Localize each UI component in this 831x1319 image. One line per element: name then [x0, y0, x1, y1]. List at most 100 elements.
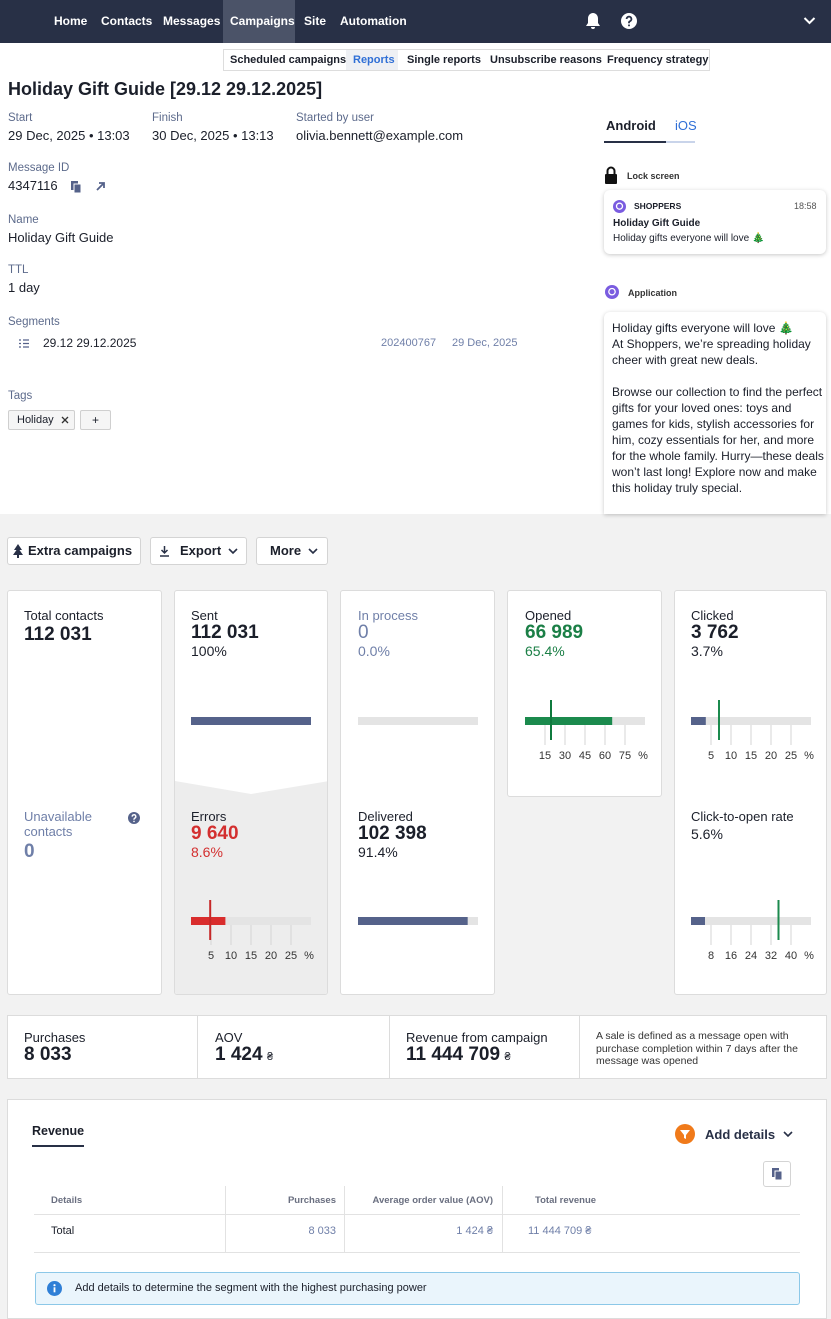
- field-label: TTL: [8, 264, 29, 276]
- col-line: [344, 1186, 345, 1253]
- sales-note: A sale is defined as a message open with…: [596, 1030, 798, 1067]
- extra-campaigns-button[interactable]: Extra campaigns: [7, 537, 141, 565]
- stat-label: Sent: [191, 608, 218, 623]
- notification-title: Holiday Gift Guide: [613, 218, 701, 229]
- notification-time: 18:58: [794, 201, 817, 211]
- button-icon: [13, 544, 23, 558]
- help-icon[interactable]: [128, 812, 140, 824]
- message-line: Holiday gifts everyone will love 🎄: [612, 321, 794, 335]
- copy-icon[interactable]: [70, 180, 82, 193]
- lock-icon: [605, 166, 617, 184]
- info-bar: [35, 1272, 800, 1305]
- app-icon: [605, 285, 619, 299]
- field-label: Finish: [152, 112, 183, 124]
- stat-label: Opened: [525, 608, 572, 623]
- nav-item[interactable]: Home: [54, 14, 88, 28]
- path-shape: [61, 416, 69, 424]
- subnav-item[interactable]: Single reports: [407, 54, 481, 66]
- tag-remove[interactable]: [61, 416, 69, 424]
- revenue-tab[interactable]: Revenue: [32, 1124, 85, 1138]
- subnav-item[interactable]: Reports: [353, 54, 395, 66]
- open-link-icon[interactable]: [95, 181, 106, 192]
- path-shape: [131, 814, 137, 820]
- chevron: [228, 548, 238, 555]
- sales-label: Revenue from campaign: [406, 1030, 548, 1045]
- stat-percent: 91.4%: [358, 844, 398, 860]
- sales-value: 11 444 709: [406, 1044, 501, 1065]
- menu-chevron[interactable]: [803, 16, 816, 26]
- help-icon[interactable]: [621, 13, 637, 29]
- circle-shape: [53, 1284, 56, 1287]
- message-text: Holiday gifts everyone will love 🎄 At Sh…: [612, 320, 824, 496]
- stat-label: Unavailable contacts: [24, 809, 92, 839]
- rect-shape: [774, 1170, 783, 1181]
- field-label: Message ID: [8, 162, 70, 174]
- path-shape: [13, 544, 23, 558]
- nav-item[interactable]: Automation: [340, 14, 407, 28]
- nav-item[interactable]: Site: [304, 14, 327, 28]
- path-shape: [606, 166, 616, 174]
- field-label: Start: [8, 112, 33, 124]
- sales-value: 8 033: [24, 1044, 72, 1065]
- circle-shape: [628, 24, 630, 27]
- stat-value: 112 031: [24, 624, 92, 645]
- tag-chip[interactable]: [8, 410, 75, 430]
- preview-tab[interactable]: iOS: [675, 118, 697, 133]
- field-value: 30 Dec, 2025 • 13:13: [152, 128, 274, 143]
- bell-icon[interactable]: [585, 12, 601, 30]
- stat-card: [340, 590, 495, 995]
- stat-value: 0: [24, 841, 35, 862]
- col-line: [225, 1186, 226, 1253]
- stat-value: 112 031: [191, 622, 259, 643]
- chevron[interactable]: [783, 1131, 793, 1138]
- message-card: [604, 312, 826, 514]
- subnav-item[interactable]: Frequency strategy: [607, 54, 709, 66]
- nav-item[interactable]: Messages: [163, 14, 221, 28]
- path-shape: [228, 548, 238, 555]
- stat-percent: 5.6%: [691, 826, 723, 842]
- divider: [197, 1016, 198, 1078]
- download-icon: [160, 546, 169, 557]
- preview-tab[interactable]: Android: [606, 118, 656, 133]
- subnav-item[interactable]: Unsubscribe reasons: [490, 54, 602, 66]
- nav-bar: [0, 0, 831, 43]
- stat-value: 9 640: [191, 823, 239, 844]
- stat-value: 102 398: [358, 823, 427, 844]
- nav-item[interactable]: Contacts: [101, 14, 153, 28]
- add-details[interactable]: Add details: [705, 1127, 776, 1142]
- table-cell: 11 444 709 ₴: [528, 1225, 592, 1237]
- segment-date: 29 Dec, 2025: [452, 337, 518, 349]
- notification-card: [604, 190, 826, 254]
- path-shape: [96, 182, 105, 191]
- sales-value: 1 424: [215, 1044, 263, 1065]
- rect-shape: [53, 1287, 56, 1293]
- subnav-item[interactable]: Scheduled campaigns: [230, 54, 347, 66]
- table-header: Total revenue: [535, 1195, 597, 1206]
- table-header: Average order value (AOV): [372, 1195, 493, 1206]
- button-text: More: [270, 543, 302, 558]
- path-shape: [308, 548, 318, 555]
- stat-label: Total contacts: [24, 608, 104, 623]
- filter-icon[interactable]: [675, 1124, 695, 1144]
- stat-label: Clicked: [691, 608, 734, 623]
- field-label: Segments: [8, 316, 60, 328]
- stat-card: [7, 590, 162, 995]
- nav-item[interactable]: Campaigns: [230, 14, 295, 28]
- table-header: Details: [51, 1195, 83, 1206]
- message-line: Browse our collection to find the perfec…: [612, 385, 824, 495]
- sales-label: AOV: [215, 1030, 243, 1045]
- path-shape: [803, 17, 816, 25]
- path-shape: [160, 546, 169, 557]
- field-value: 1 day: [8, 280, 40, 295]
- circle-shape: [615, 202, 624, 210]
- field-label: Tags: [8, 390, 33, 402]
- application-label: Application: [628, 288, 677, 298]
- chevron: [308, 548, 318, 555]
- revenue-table: [34, 1186, 800, 1253]
- field-value: olivia.bennett@example.com: [296, 128, 464, 143]
- divider: [579, 1016, 580, 1078]
- table-cell: 1 424 ₴: [456, 1225, 493, 1237]
- stat-value: 66 989: [525, 622, 584, 643]
- tag-add[interactable]: +: [80, 410, 111, 430]
